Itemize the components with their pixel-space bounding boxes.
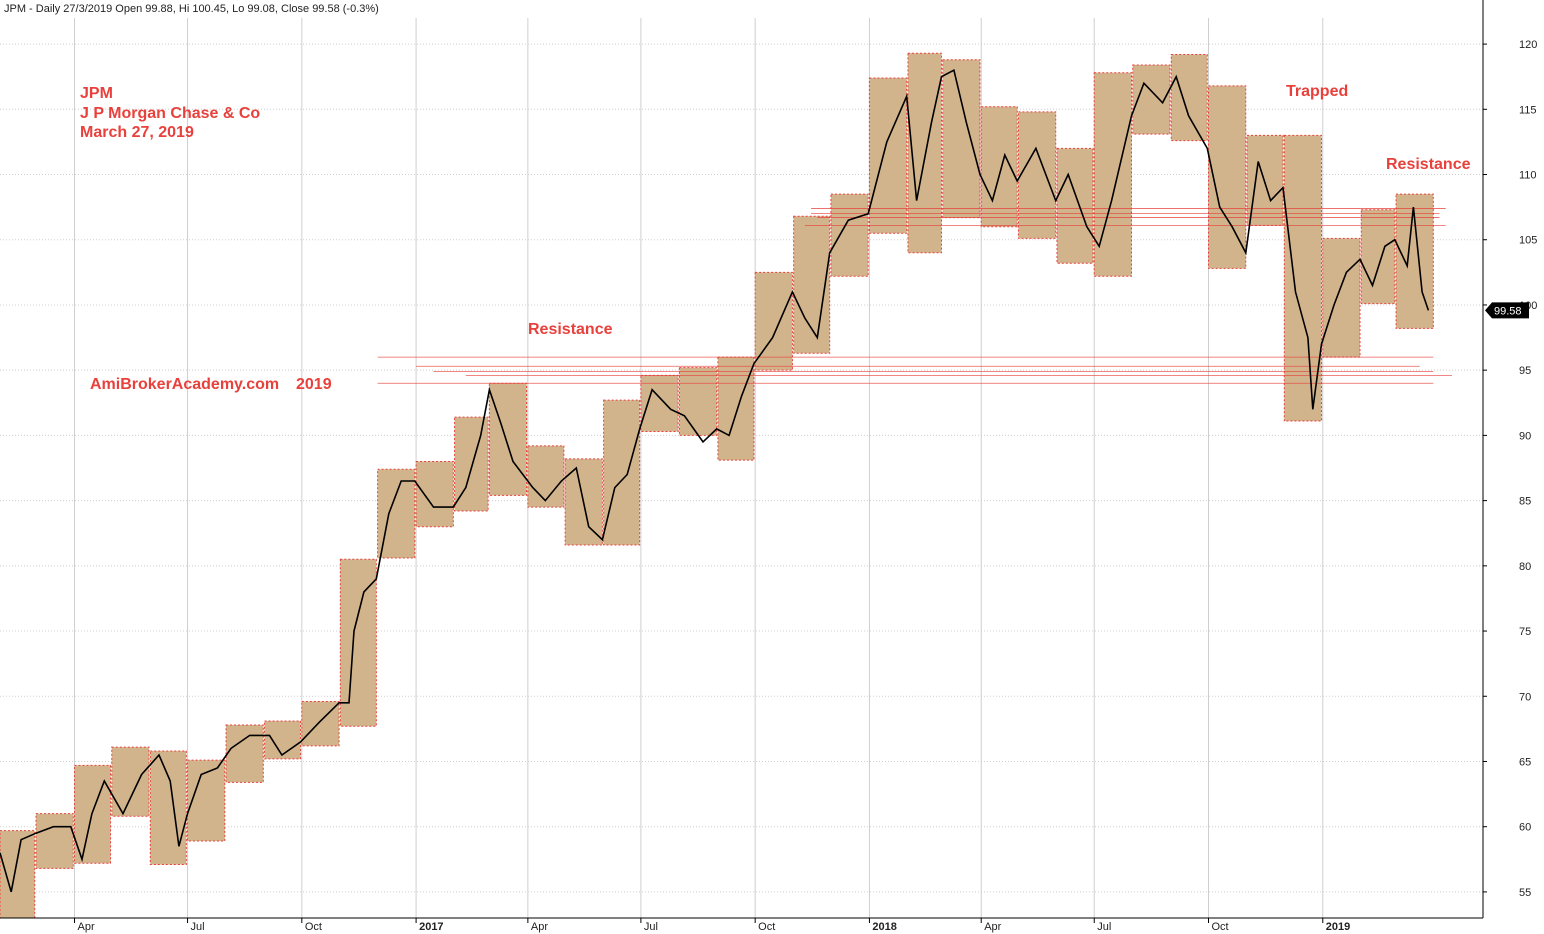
monthly-box bbox=[0, 830, 36, 919]
y-tick-label: 85 bbox=[1519, 496, 1531, 508]
last-price-value: 99.58 bbox=[1494, 305, 1522, 317]
monthly-box bbox=[111, 746, 150, 817]
monthly-range-boxes bbox=[0, 52, 1434, 919]
monthly-box bbox=[149, 750, 187, 866]
x-tick-label: Apr bbox=[531, 921, 548, 933]
monthly-box bbox=[603, 399, 641, 546]
monthly-box bbox=[488, 382, 528, 496]
monthly-box bbox=[678, 367, 718, 436]
x-tick-label: Apr bbox=[984, 921, 1001, 933]
chart-header: JPM - Daily 27/3/2019 Open 99.88, Hi 100… bbox=[4, 3, 379, 15]
last-price-tag: 99.58 bbox=[1485, 302, 1529, 319]
monthly-box bbox=[1170, 54, 1208, 142]
monthly-box bbox=[640, 374, 679, 432]
monthly-box bbox=[830, 193, 869, 277]
y-tick-label: 80 bbox=[1519, 561, 1531, 573]
monthly-box bbox=[527, 445, 565, 508]
y-tick-label: 75 bbox=[1519, 626, 1531, 638]
last-price-tag-bg bbox=[1485, 302, 1529, 319]
resistance-label-right: Resistance bbox=[1386, 156, 1471, 173]
x-tick-label: Oct bbox=[305, 921, 322, 933]
x-tick-label: 2019 bbox=[1326, 921, 1350, 933]
ticker-label: JPM bbox=[80, 85, 113, 102]
monthly-box bbox=[1208, 85, 1247, 269]
monthly-box bbox=[454, 416, 489, 512]
monthly-box bbox=[35, 813, 74, 869]
monthly-box bbox=[264, 720, 302, 760]
y-tick-label: 105 bbox=[1519, 235, 1537, 247]
y-tick-label: 55 bbox=[1519, 887, 1531, 899]
monthly-box bbox=[717, 356, 755, 461]
price-axis: 556065707580859095100105110115120 bbox=[1482, 0, 1537, 918]
monthly-box bbox=[1360, 209, 1396, 305]
site-label: AmiBrokerAcademy.com bbox=[90, 376, 279, 393]
monthly-box bbox=[225, 724, 264, 783]
x-tick-label: Jul bbox=[191, 921, 205, 933]
monthly-box bbox=[1056, 147, 1094, 264]
monthly-box bbox=[415, 460, 454, 528]
x-tick-label: Oct bbox=[1212, 921, 1229, 933]
x-tick-label: Apr bbox=[78, 921, 95, 933]
y-tick-label: 90 bbox=[1519, 430, 1531, 442]
date-label: March 27, 2019 bbox=[80, 124, 194, 141]
date-axis: Apr Jul Oct 2017 Apr Jul Oct 2018 Apr Jul Oct 2019 bbox=[0, 917, 1483, 933]
y-tick-label: 70 bbox=[1519, 691, 1531, 703]
x-tick-label: Jul bbox=[644, 921, 658, 933]
company-label: J P Morgan Chase & Co bbox=[80, 105, 260, 122]
trapped-label: Trapped bbox=[1286, 83, 1348, 100]
monthly-box bbox=[942, 59, 981, 219]
monthly-box bbox=[907, 52, 942, 254]
y-tick-label: 110 bbox=[1519, 170, 1537, 182]
monthly-box bbox=[187, 759, 226, 842]
x-tick-label: 2017 bbox=[419, 921, 443, 933]
resistance-label-left: Resistance bbox=[528, 321, 613, 338]
year-label: 2019 bbox=[296, 376, 332, 393]
monthly-box bbox=[868, 77, 908, 234]
monthly-box bbox=[793, 215, 831, 354]
resistance-lines bbox=[377, 208, 1452, 384]
monthly-box bbox=[1283, 134, 1323, 422]
monthly-box bbox=[1322, 237, 1361, 358]
x-tick-label: Jul bbox=[1097, 921, 1111, 933]
monthly-box bbox=[1017, 111, 1057, 239]
y-tick-label: 65 bbox=[1519, 756, 1531, 768]
y-tick-label: 115 bbox=[1519, 104, 1537, 116]
y-tick-label: 95 bbox=[1519, 365, 1531, 377]
x-tick-label: Oct bbox=[758, 921, 775, 933]
x-tick-label: 2018 bbox=[872, 921, 896, 933]
monthly-box bbox=[339, 558, 377, 727]
y-tick-label: 120 bbox=[1519, 39, 1537, 51]
price-series-line bbox=[0, 69, 1430, 893]
y-tick-label: 60 bbox=[1519, 822, 1531, 834]
